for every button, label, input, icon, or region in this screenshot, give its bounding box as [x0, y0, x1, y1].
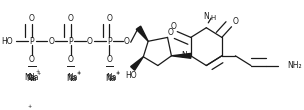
Text: O: O [168, 28, 173, 37]
Text: NH₂: NH₂ [288, 61, 302, 70]
Text: O: O [106, 55, 112, 64]
Text: O: O [171, 22, 176, 31]
Text: Na: Na [67, 73, 78, 82]
Text: P: P [29, 37, 34, 46]
Text: +: + [36, 69, 40, 74]
Text: +: + [115, 70, 119, 75]
Text: N: N [181, 51, 187, 60]
Polygon shape [131, 57, 143, 70]
Text: O: O [29, 15, 35, 24]
Text: N: N [203, 12, 209, 21]
Text: +: + [76, 71, 81, 76]
Text: Na: Na [29, 73, 39, 82]
Text: O: O [124, 37, 130, 46]
Text: +: + [28, 104, 32, 109]
Polygon shape [171, 53, 191, 58]
Text: O: O [87, 37, 93, 46]
Text: +: + [36, 71, 41, 76]
Text: O: O [68, 55, 74, 64]
Text: Na: Na [106, 73, 116, 82]
Text: O: O [29, 55, 35, 64]
Text: O: O [68, 15, 74, 24]
Text: +: + [115, 71, 119, 76]
Polygon shape [136, 26, 148, 41]
Text: P: P [107, 37, 112, 46]
Text: P: P [68, 37, 73, 46]
Text: HO: HO [125, 71, 136, 80]
Text: Na: Na [66, 74, 77, 83]
Text: Na: Na [26, 74, 37, 83]
Text: O: O [106, 15, 112, 24]
Text: Na: Na [105, 74, 116, 83]
Text: HO: HO [1, 37, 12, 46]
Text: H: H [210, 15, 216, 21]
Text: O: O [48, 37, 54, 46]
Text: Na: Na [25, 73, 35, 82]
Text: O: O [233, 17, 238, 26]
Text: +: + [76, 70, 81, 75]
